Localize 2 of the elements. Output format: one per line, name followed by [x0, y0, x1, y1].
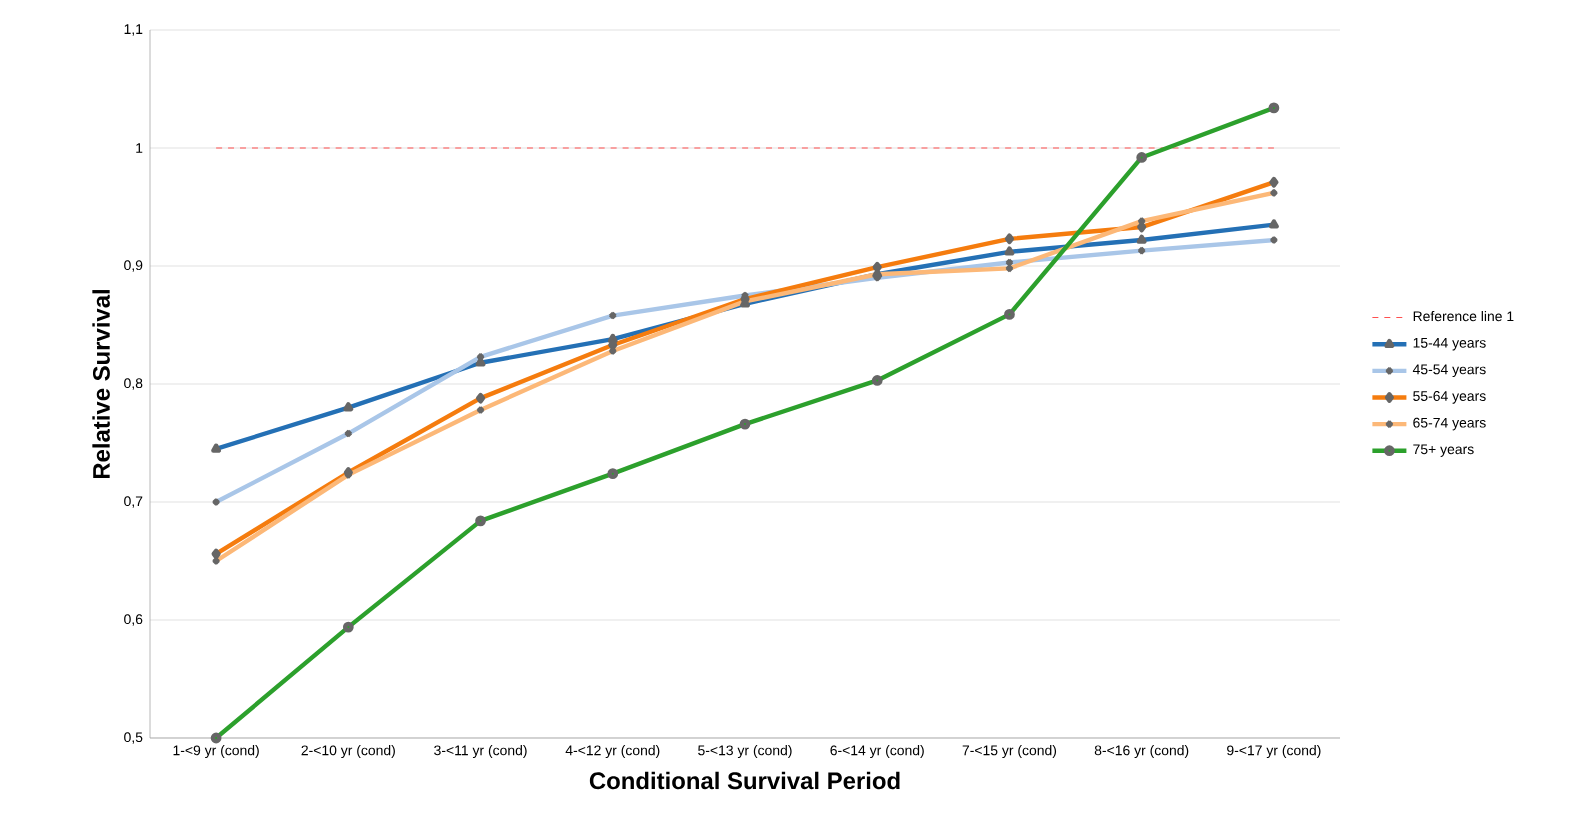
x-axis-title: Conditional Survival Period [589, 771, 900, 790]
y-axis-title: Relative Survival [92, 290, 110, 479]
